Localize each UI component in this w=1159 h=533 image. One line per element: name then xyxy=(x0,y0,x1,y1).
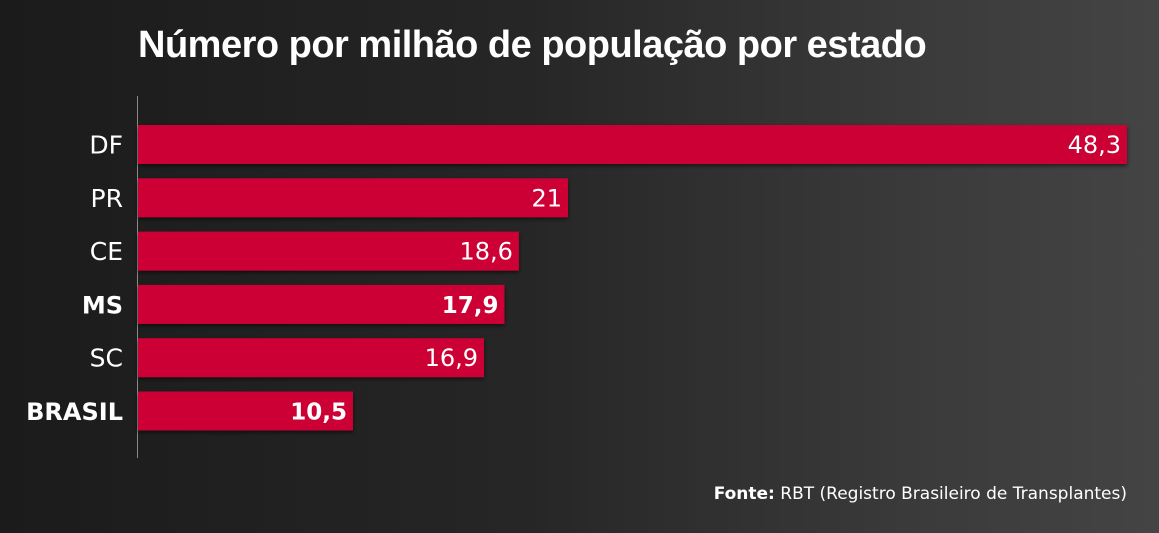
bar-sc xyxy=(138,338,484,378)
category-label-sc: SC xyxy=(90,344,123,373)
bar-brasil xyxy=(138,391,353,431)
bar-ms xyxy=(138,284,505,324)
bar-ce xyxy=(138,231,519,271)
category-label-brasil: BRASIL xyxy=(26,398,123,426)
chart-title: Número por milhão de população por estad… xyxy=(138,24,927,66)
value-label-pr: 21 xyxy=(531,184,562,212)
bar-df xyxy=(138,125,1127,164)
value-label-brasil: 10,5 xyxy=(290,400,347,426)
bars-group: DF 48,3 PR 21 CE 18,6 MS 17,9 SC 16,9 BRASIL 10,5 xyxy=(26,125,1127,431)
category-label-ms: MS xyxy=(82,291,123,319)
value-label-df: 48,3 xyxy=(1068,131,1121,159)
source-label: Fonte: xyxy=(713,484,775,504)
source-note: Fonte: RBT (Registro Brasileiro de Trans… xyxy=(714,484,1127,504)
source-text: RBT (Registro Brasileiro de Transplantes… xyxy=(780,484,1127,504)
value-label-ms: 17,9 xyxy=(442,293,499,319)
category-label-ce: CE xyxy=(90,237,123,266)
value-label-ce: 18,6 xyxy=(459,238,512,266)
category-label-df: DF xyxy=(89,131,123,160)
value-label-sc: 16,9 xyxy=(425,344,478,372)
bar-pr xyxy=(138,178,568,218)
category-label-pr: PR xyxy=(91,184,123,213)
